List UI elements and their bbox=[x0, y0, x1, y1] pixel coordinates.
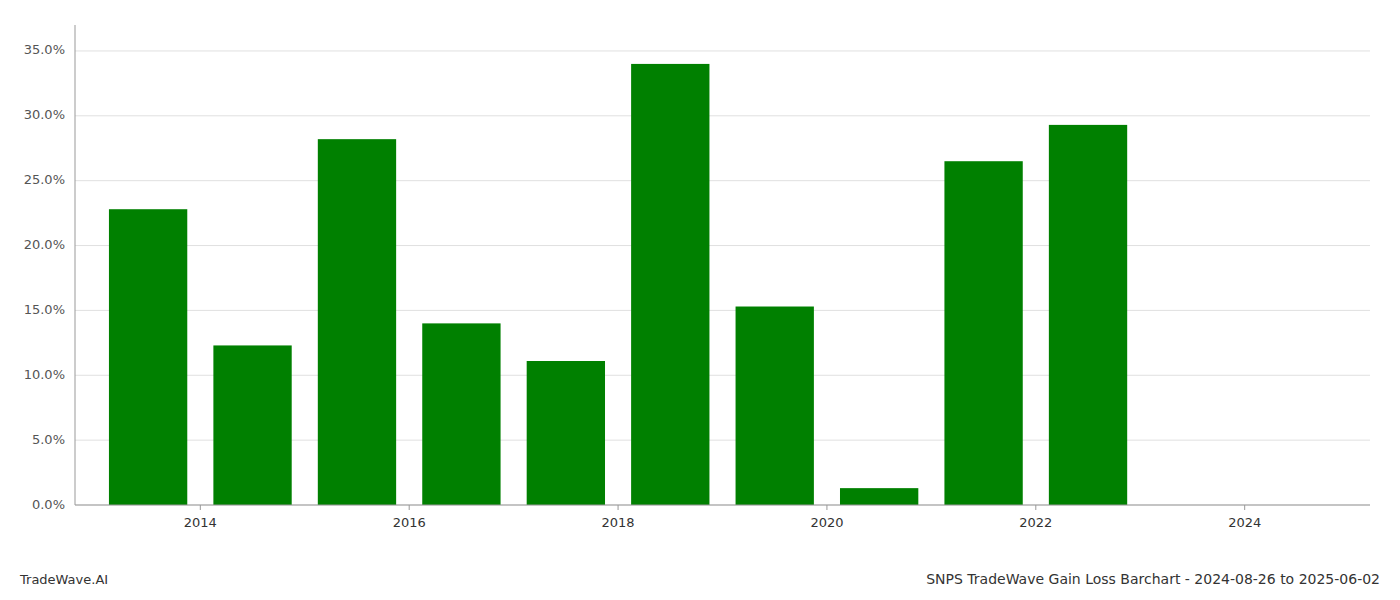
y-tick-label: 5.0% bbox=[32, 432, 65, 447]
bar bbox=[422, 323, 500, 505]
y-tick-label: 15.0% bbox=[24, 302, 65, 317]
bar bbox=[213, 345, 291, 505]
x-tick bbox=[618, 505, 619, 510]
grid-line bbox=[75, 115, 1370, 116]
x-tick-label: 2024 bbox=[1228, 515, 1261, 530]
x-tick bbox=[1244, 505, 1245, 510]
y-tick-label: 35.0% bbox=[24, 42, 65, 57]
chart-svg: 0.0% 5.0% 10.0% 15.0% 20.0% 25.0% 30.0% 35.0% 20… bbox=[0, 0, 1400, 600]
y-tick-labels: 0.0% 5.0% 10.0% 15.0% 20.0% 25.0% 30.0% 35.0% bbox=[24, 42, 65, 511]
x-axis-line bbox=[75, 505, 1370, 506]
y-tick-label: 25.0% bbox=[24, 172, 65, 187]
bar bbox=[840, 488, 918, 505]
x-tick-label: 2018 bbox=[602, 515, 635, 530]
grid-line bbox=[75, 245, 1370, 246]
bar bbox=[318, 139, 396, 505]
bar bbox=[109, 209, 187, 505]
bar bbox=[1049, 125, 1127, 505]
bar bbox=[944, 161, 1022, 505]
x-ticks: 2014 2016 2018 2020 2022 2024 bbox=[184, 505, 1261, 530]
y-tick-label: 30.0% bbox=[24, 107, 65, 122]
grid-line bbox=[75, 310, 1370, 311]
x-tick-label: 2022 bbox=[1019, 515, 1052, 530]
x-tick bbox=[409, 505, 410, 510]
x-tick bbox=[200, 505, 201, 510]
y-grid bbox=[75, 51, 1370, 505]
x-tick bbox=[1035, 505, 1036, 510]
footer: TradeWave.AI bbox=[19, 572, 108, 587]
grid-line bbox=[75, 505, 1370, 506]
y-axis-line bbox=[75, 25, 76, 505]
x-tick-label: 2016 bbox=[393, 515, 426, 530]
y-tick-label: 20.0% bbox=[24, 237, 65, 252]
x-tick-label: 2020 bbox=[810, 515, 843, 530]
bars bbox=[109, 64, 1127, 505]
bar bbox=[631, 64, 709, 505]
title: SNPS TradeWave Gain Loss Barchart - 2024… bbox=[926, 571, 1380, 587]
chart-container: 0.0% 5.0% 10.0% 15.0% 20.0% 25.0% 30.0% 35.0% 20… bbox=[0, 0, 1400, 600]
y-tick-label: 10.0% bbox=[24, 367, 65, 382]
bar bbox=[736, 307, 814, 505]
grid-line bbox=[75, 50, 1370, 51]
y-tick-label: 0.0% bbox=[32, 497, 65, 512]
x-tick bbox=[826, 505, 827, 510]
x-tick-label: 2014 bbox=[184, 515, 217, 530]
grid-line bbox=[75, 180, 1370, 181]
bar bbox=[527, 361, 605, 505]
